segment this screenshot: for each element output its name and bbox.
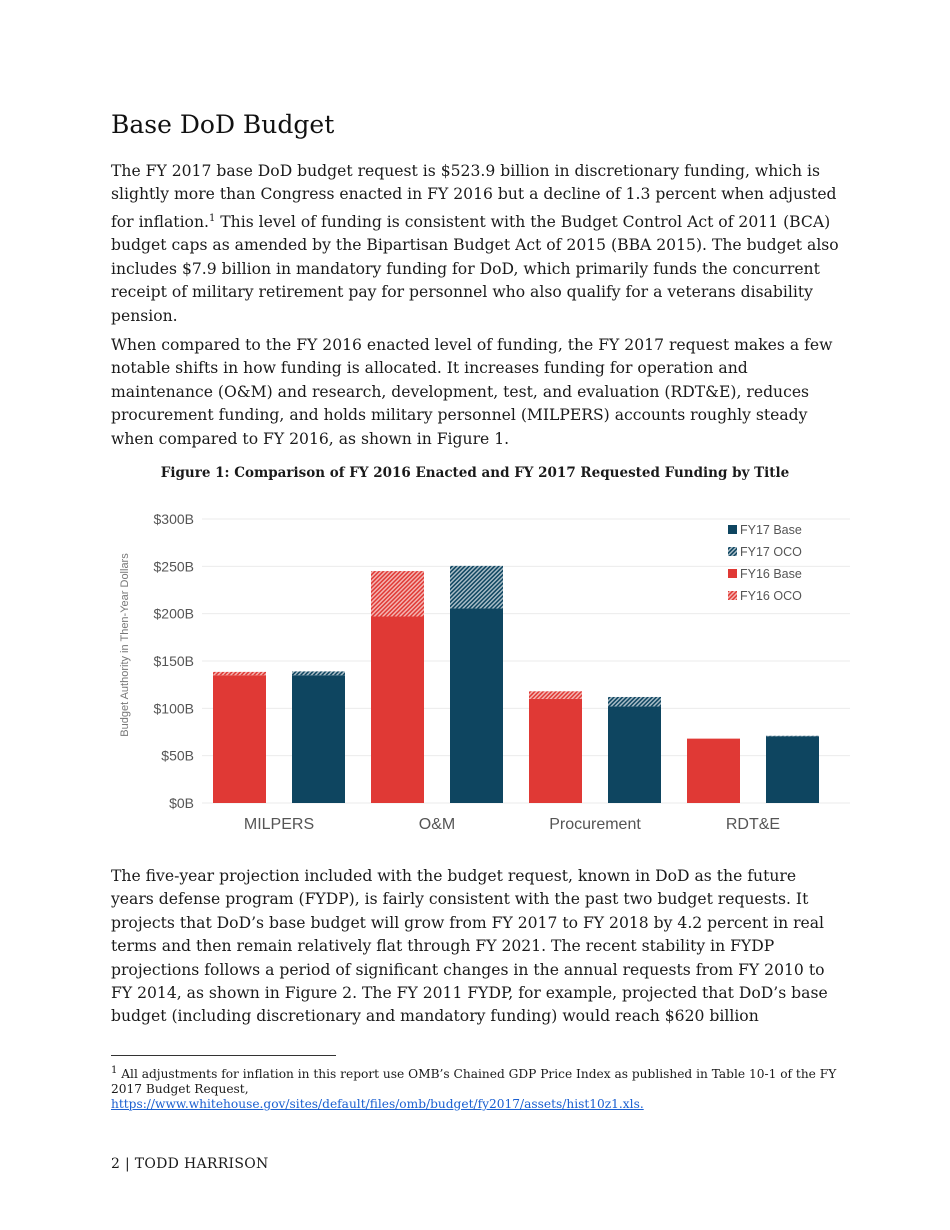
- y-tick-label: $100B: [154, 700, 194, 716]
- footnote-text: All adjustments for inflation in this re…: [111, 1067, 837, 1097]
- bar-fy16-oco-om: [371, 571, 424, 617]
- figure-caption: Figure 1: Comparison of FY 2016 Enacted …: [160, 465, 790, 481]
- y-tick-label: $300B: [154, 511, 194, 527]
- legend-swatch: [728, 569, 737, 578]
- bar-fy17-base-rdte: [766, 736, 819, 803]
- paragraph-1: The FY 2017 base DoD budget request is $…: [111, 160, 841, 328]
- bar-fy16-base-rdte: [687, 738, 740, 803]
- bar-fy16-oco-milpers: [213, 671, 266, 676]
- bar-fy16-base-milpers: [213, 675, 266, 803]
- legend-label: FY16 OCO: [740, 589, 802, 603]
- x-tick-label: RDT&E: [726, 816, 780, 833]
- y-tick-label: $150B: [154, 653, 194, 669]
- y-tick-label: $250B: [154, 558, 194, 574]
- section-heading: Base DoD Budget: [111, 110, 335, 139]
- legend-swatch: [728, 525, 737, 534]
- paragraph-2: When compared to the FY 2016 enacted lev…: [111, 336, 833, 448]
- x-tick-label: O&M: [419, 816, 455, 833]
- x-tick-label: Procurement: [549, 816, 641, 833]
- paragraph-1-cont: This level of funding is consistent with…: [111, 213, 839, 325]
- footnote-link[interactable]: https://www.whitehouse.gov/sites/default…: [111, 1097, 644, 1112]
- bar-fy17-base-milpers: [292, 675, 345, 803]
- bar-fy16-oco-procurement: [529, 691, 582, 699]
- footnote: 1 All adjustments for inflation in this …: [111, 1063, 851, 1112]
- page-footer: 2 | TODD HARRISON: [111, 1156, 269, 1172]
- legend-label: FY17 Base: [740, 523, 802, 537]
- bar-fy16-base-om: [371, 616, 424, 803]
- bar-fy17-oco-procurement: [608, 696, 661, 707]
- legend-label: FY17 OCO: [740, 545, 802, 559]
- paragraph-3: The five-year projection included with t…: [111, 867, 828, 1026]
- legend-swatch: [728, 591, 737, 600]
- paragraph-1-text: The FY 2017 base DoD budget request is $…: [111, 162, 837, 231]
- y-tick-label: $200B: [154, 606, 194, 622]
- footnote-ref[interactable]: 1: [208, 212, 216, 224]
- legend-label: FY16 Base: [740, 567, 802, 581]
- bar-fy17-base-procurement: [608, 706, 661, 803]
- y-axis-title: Budget Authority in Then-Year Dollars: [119, 553, 131, 737]
- bar-chart: $0B $50B $100B $150B $200B $250B $300B MILPERS…: [119, 511, 850, 833]
- y-tick-label: $50B: [161, 748, 194, 764]
- bar-fy17-oco-milpers: [292, 671, 345, 676]
- bar-fy17-oco-om: [450, 565, 503, 609]
- x-tick-label: MILPERS: [244, 816, 314, 833]
- bar-fy17-base-om: [450, 608, 503, 803]
- legend-swatch: [728, 547, 737, 556]
- y-tick-label: $0B: [169, 795, 194, 811]
- bar-fy16-base-procurement: [529, 698, 582, 803]
- footnote-divider: [111, 1055, 336, 1056]
- footnote-number: 1: [111, 1065, 118, 1076]
